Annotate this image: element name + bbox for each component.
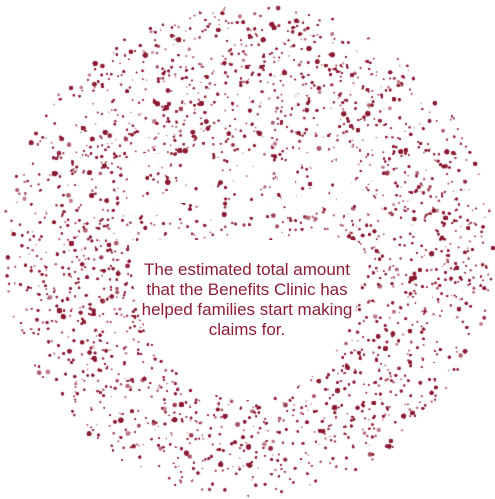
stat-value: £420k [113, 139, 385, 234]
stat-caption: The estimated total amount that the Bene… [141, 260, 353, 339]
